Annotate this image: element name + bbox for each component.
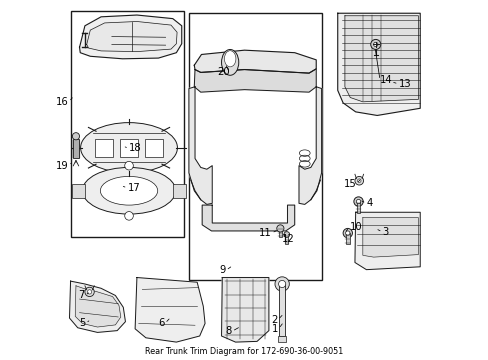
Text: 14: 14: [379, 75, 392, 85]
Bar: [70, 12, 183, 237]
Bar: [120, 139, 138, 157]
Circle shape: [124, 161, 133, 170]
Bar: [72, 184, 85, 198]
Polygon shape: [337, 13, 419, 116]
Circle shape: [274, 277, 289, 291]
Polygon shape: [202, 205, 294, 231]
Bar: [73, 139, 79, 158]
Text: 4: 4: [366, 198, 372, 208]
Text: 8: 8: [225, 326, 231, 336]
Bar: [346, 233, 349, 244]
Circle shape: [373, 42, 377, 46]
Circle shape: [276, 225, 284, 232]
Text: 12: 12: [282, 234, 294, 244]
Text: 2: 2: [271, 315, 277, 325]
Text: 20: 20: [216, 67, 229, 77]
Text: Rear Trunk Trim Diagram for 172-690-36-00-9051: Rear Trunk Trim Diagram for 172-690-36-0…: [145, 347, 343, 356]
Circle shape: [72, 133, 80, 140]
Text: 9: 9: [219, 265, 225, 275]
Text: 15: 15: [343, 179, 356, 189]
Bar: [95, 139, 113, 157]
Polygon shape: [344, 16, 418, 102]
Text: 19: 19: [56, 161, 69, 171]
Bar: [356, 202, 360, 213]
Text: 10: 10: [349, 222, 362, 232]
Polygon shape: [354, 212, 419, 270]
Circle shape: [278, 280, 285, 288]
Ellipse shape: [82, 167, 175, 214]
Circle shape: [370, 40, 380, 49]
Polygon shape: [362, 218, 418, 257]
Bar: [278, 228, 281, 237]
Polygon shape: [75, 286, 121, 327]
Circle shape: [353, 197, 363, 206]
Polygon shape: [69, 281, 125, 332]
Text: 13: 13: [398, 79, 410, 89]
Bar: [145, 139, 163, 157]
Bar: [279, 284, 285, 336]
Ellipse shape: [221, 49, 238, 75]
Polygon shape: [221, 278, 268, 342]
Ellipse shape: [224, 51, 235, 67]
Text: 6: 6: [158, 319, 164, 328]
Polygon shape: [194, 69, 316, 92]
Polygon shape: [135, 278, 204, 342]
Text: 7: 7: [79, 291, 85, 301]
Circle shape: [356, 199, 360, 204]
Ellipse shape: [81, 123, 177, 173]
Polygon shape: [188, 87, 212, 204]
Bar: [188, 13, 321, 280]
Polygon shape: [86, 22, 177, 51]
Text: 5: 5: [79, 319, 85, 328]
Ellipse shape: [100, 176, 158, 205]
Circle shape: [284, 231, 289, 237]
Circle shape: [87, 290, 92, 294]
Text: 16: 16: [56, 97, 69, 107]
Circle shape: [85, 287, 94, 297]
Circle shape: [357, 179, 360, 183]
Circle shape: [345, 231, 349, 235]
Text: 3: 3: [382, 227, 388, 237]
Bar: [285, 234, 287, 244]
Polygon shape: [298, 87, 321, 204]
Bar: [277, 336, 286, 342]
Text: 1: 1: [272, 324, 278, 334]
Text: 17: 17: [127, 183, 140, 193]
Circle shape: [124, 212, 133, 220]
Bar: [172, 184, 185, 198]
Text: 18: 18: [129, 143, 142, 153]
Circle shape: [354, 176, 363, 185]
Circle shape: [343, 228, 352, 238]
Polygon shape: [194, 50, 316, 73]
Polygon shape: [80, 15, 182, 59]
Text: 11: 11: [258, 228, 271, 238]
